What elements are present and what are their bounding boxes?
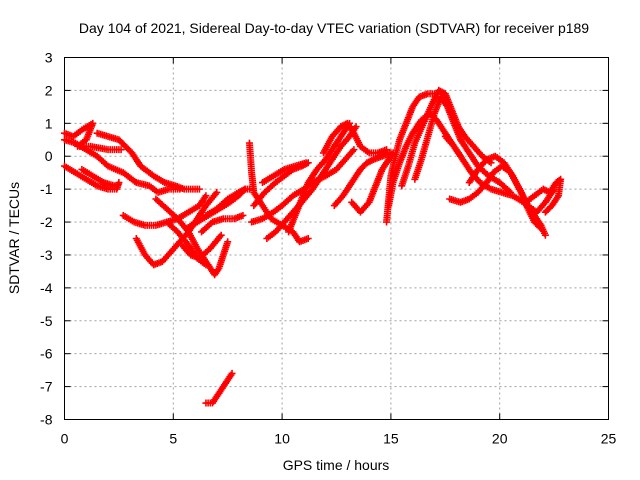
- chart-title: Day 104 of 2021, Sidereal Day-to-day VTE…: [79, 20, 589, 36]
- data-point: [543, 207, 551, 215]
- data-point: [195, 185, 203, 193]
- series-arc-3: [93, 129, 203, 193]
- series-arc-21: [330, 149, 395, 210]
- data-point: [115, 179, 123, 187]
- series-arc-20: [319, 119, 391, 157]
- data-point: [117, 146, 125, 154]
- series-arc-2: [61, 136, 184, 196]
- y-tick-label: -5: [40, 313, 53, 329]
- data-point: [241, 185, 249, 193]
- data-point: [541, 231, 549, 239]
- data-point: [239, 211, 247, 219]
- series-arc-5: [78, 165, 119, 190]
- data-point: [350, 146, 358, 154]
- x-tick-label: 20: [492, 431, 508, 447]
- data-point: [217, 231, 225, 239]
- series-arc-29: [465, 152, 545, 233]
- data-point: [213, 188, 221, 196]
- y-tick-label: -8: [40, 412, 53, 428]
- series-arc-30: [522, 175, 565, 216]
- series-arc-22: [348, 149, 397, 216]
- y-tick-label: -1: [40, 181, 53, 197]
- data-point: [202, 192, 210, 200]
- data-marks: [61, 86, 565, 407]
- data-point: [536, 223, 544, 231]
- data-point: [111, 182, 119, 190]
- y-tick-label: 0: [45, 148, 53, 164]
- x-tick-label: 15: [383, 431, 399, 447]
- x-axis-label: GPS time / hours: [283, 457, 390, 473]
- series-arc-4: [61, 162, 123, 193]
- x-tick-label: 5: [169, 431, 177, 447]
- data-point: [352, 123, 360, 131]
- series-arc-31: [202, 369, 236, 407]
- x-tick-label: 25: [601, 431, 617, 447]
- y-tick-label: 2: [45, 82, 53, 98]
- y-axis-label: SDTVAR / TECUs: [6, 182, 22, 294]
- series-arc-1: [61, 119, 125, 154]
- y-tick-label: -3: [40, 247, 53, 263]
- data-point: [302, 159, 310, 167]
- series-arc-18: [259, 159, 310, 187]
- y-tick-label: 3: [45, 50, 53, 66]
- y-tick-label: -4: [40, 280, 53, 296]
- data-point: [202, 261, 210, 269]
- plot-frame: [64, 57, 609, 420]
- y-tick-label: -2: [40, 214, 53, 230]
- axis-ticks: 0 5 10 15 20 25 -8 -7 -6 -5 -4 -3 -2 -1 0 1 2 3: [40, 50, 616, 447]
- series-arc-19: [285, 119, 354, 236]
- data-point: [487, 159, 495, 167]
- series-arc-10: [163, 218, 210, 269]
- series-arc-12: [198, 211, 247, 236]
- data-point: [224, 238, 232, 246]
- data-point: [304, 235, 312, 242]
- data-point: [383, 146, 391, 154]
- x-tick-label: 10: [274, 431, 290, 447]
- x-tick-label: 0: [61, 431, 69, 447]
- y-tick-label: 1: [45, 115, 53, 131]
- grid: [64, 57, 609, 420]
- data-point: [541, 208, 549, 216]
- data-point: [228, 369, 236, 377]
- y-tick-label: -7: [40, 379, 53, 395]
- y-tick-label: -6: [40, 346, 53, 362]
- data-point: [537, 225, 545, 233]
- series-arc-13: [202, 185, 249, 219]
